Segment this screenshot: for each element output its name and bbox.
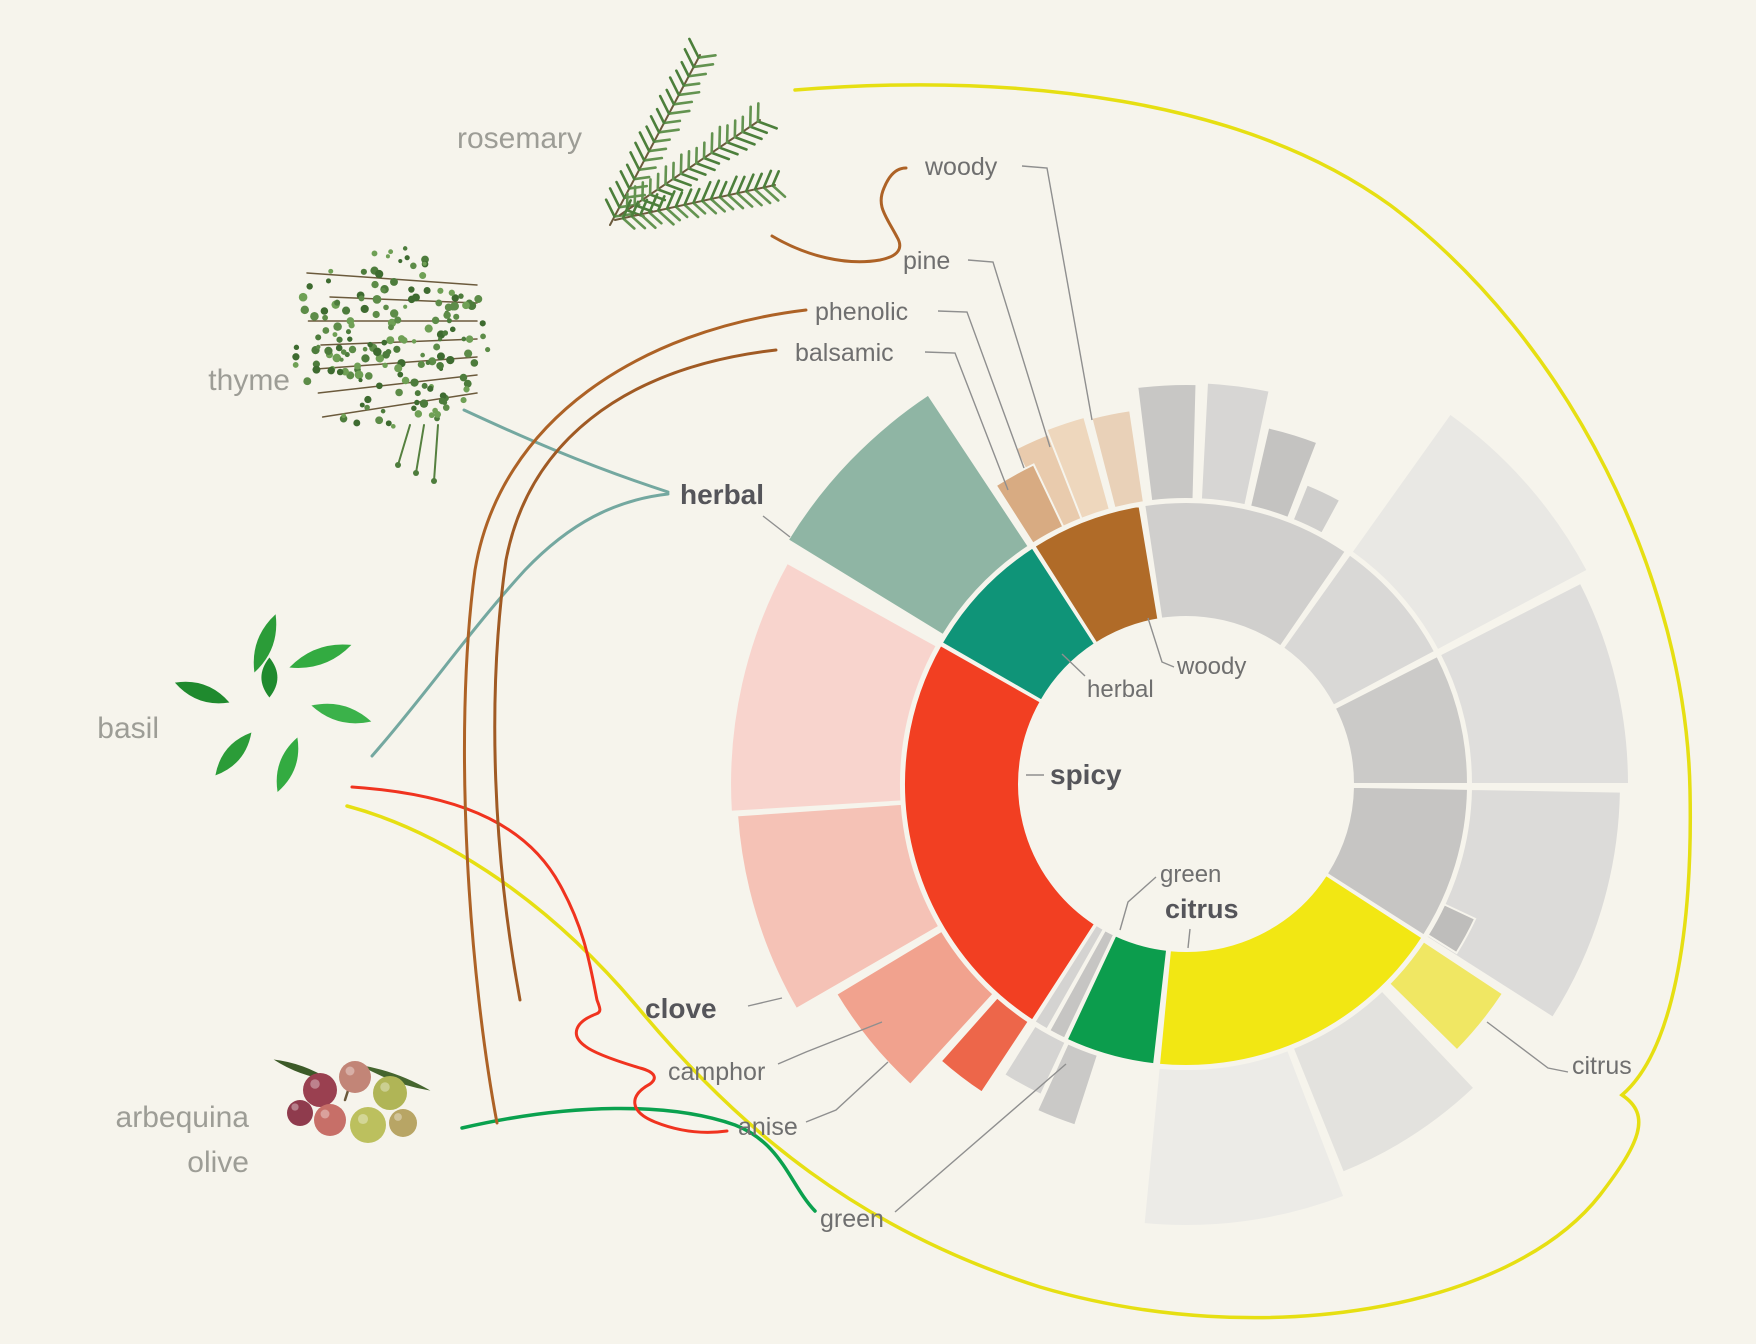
connector-teal-thyme	[462, 408, 670, 494]
label-spicy-center: spicy	[1050, 759, 1122, 790]
segment-sub-unlabeled-13	[1350, 412, 1590, 652]
label-green-center: green	[1160, 861, 1221, 888]
label-thyme: thyme	[208, 364, 290, 397]
leader-clove	[747, 997, 783, 1007]
segment-category-herbal	[940, 546, 1097, 702]
segment-category-inactive-sliver-1	[1047, 928, 1116, 1040]
segment-category-inactive-b	[1281, 553, 1437, 707]
segment-sub-unlabeled-10	[1199, 381, 1271, 507]
segment-sub-unlabeled-12	[1291, 483, 1342, 535]
segment-sub-unlabeled-9	[1136, 383, 1198, 503]
connector-red-brace	[350, 785, 729, 1134]
segment-sub-unlabeled-18	[1291, 989, 1476, 1174]
leader-woody-center	[1147, 617, 1175, 668]
leader-herbal-center	[1061, 653, 1086, 677]
segment-category-inactive-d	[1325, 785, 1470, 937]
leader-anise	[805, 1061, 889, 1123]
leader-phenolic	[937, 310, 1025, 469]
leader-balsamic	[924, 351, 1009, 491]
leader-woody-top	[1021, 165, 1093, 421]
leader-green-bottom	[894, 1063, 1067, 1213]
segment-sub-herbal	[786, 393, 1031, 637]
segment-sub-unlabeled-7	[729, 561, 939, 813]
segment-sub-unlabeled-20	[1035, 1041, 1100, 1127]
leader-citrus-center	[1187, 928, 1191, 949]
herb-images-layer	[174, 37, 787, 1143]
leader-herbal-left	[762, 515, 791, 538]
rosemary-image	[604, 37, 787, 230]
label-pine: pine	[903, 247, 950, 275]
segment-sub-unlabeled-16	[1426, 903, 1477, 955]
segment-sub-unlabeled-15	[1425, 787, 1622, 1020]
label-olive: olive	[187, 1146, 249, 1179]
thyme-image	[292, 246, 491, 484]
basil-image	[174, 614, 372, 793]
labels-layer: rosemary thyme basil arbequina olive woody pin…	[97, 122, 1631, 1233]
segment-category-woody	[1033, 504, 1160, 645]
segment-sub-pine	[1045, 415, 1112, 521]
segment-sub-unlabeled-19	[1142, 1048, 1346, 1227]
connector-brown-sweep-2	[493, 348, 778, 1002]
leader-citrus-right	[1486, 1021, 1569, 1073]
leader-lines-layer	[747, 165, 1569, 1213]
leader-camphor	[777, 1021, 883, 1065]
label-woody-top: woody	[924, 153, 998, 181]
label-clove: clove	[645, 993, 717, 1024]
label-citrus-right: citrus	[1572, 1052, 1632, 1080]
segment-sub-unlabeled-11	[1248, 426, 1319, 520]
segment-category-inactive-a	[1143, 501, 1348, 648]
connector-teal-basil	[370, 492, 670, 758]
connector-brown-sweep-1	[462, 308, 808, 1125]
segment-sub-camphor	[834, 929, 995, 1087]
label-basil: basil	[97, 712, 159, 745]
segment-sub-citrus	[1387, 939, 1505, 1052]
segment-category-spicy	[903, 643, 1097, 1022]
connector-yellow-loop	[345, 83, 1693, 1320]
segment-sub-anise	[939, 996, 1031, 1094]
connector-green-line	[460, 1106, 817, 1213]
label-herbal-center: herbal	[1087, 676, 1154, 703]
leader-pine	[967, 259, 1051, 448]
label-herbal-left: herbal	[680, 479, 764, 510]
sunburst-rings-layer	[729, 381, 1631, 1227]
label-arbequina: arbequina	[116, 1101, 250, 1134]
connector-brown-hook	[770, 166, 908, 264]
segment-category-green	[1065, 934, 1169, 1066]
segment-category-citrus	[1157, 873, 1424, 1067]
segment-sub-balsamic	[994, 463, 1065, 545]
segment-sub-unlabeled-21	[1002, 1024, 1067, 1097]
label-green-bottom: green	[820, 1205, 884, 1233]
connector-curves-layer	[345, 83, 1693, 1320]
leader-green-center	[1119, 876, 1157, 931]
arbequina-olive-image	[273, 1059, 431, 1143]
label-anise: anise	[738, 1113, 798, 1141]
label-balsamic: balsamic	[795, 339, 894, 367]
label-citrus-center: citrus	[1165, 894, 1239, 924]
label-rosemary: rosemary	[457, 122, 582, 155]
segment-category-inactive-c	[1333, 654, 1470, 785]
segment-category-inactive-sliver-2	[1033, 923, 1106, 1031]
label-camphor: camphor	[668, 1058, 765, 1086]
label-woody-center: woody	[1176, 653, 1246, 680]
segment-sub-clove	[736, 802, 941, 1011]
segment-sub-woody	[1090, 409, 1146, 510]
segment-sub-unlabeled-14	[1438, 581, 1631, 785]
label-phenolic: phenolic	[815, 298, 908, 326]
